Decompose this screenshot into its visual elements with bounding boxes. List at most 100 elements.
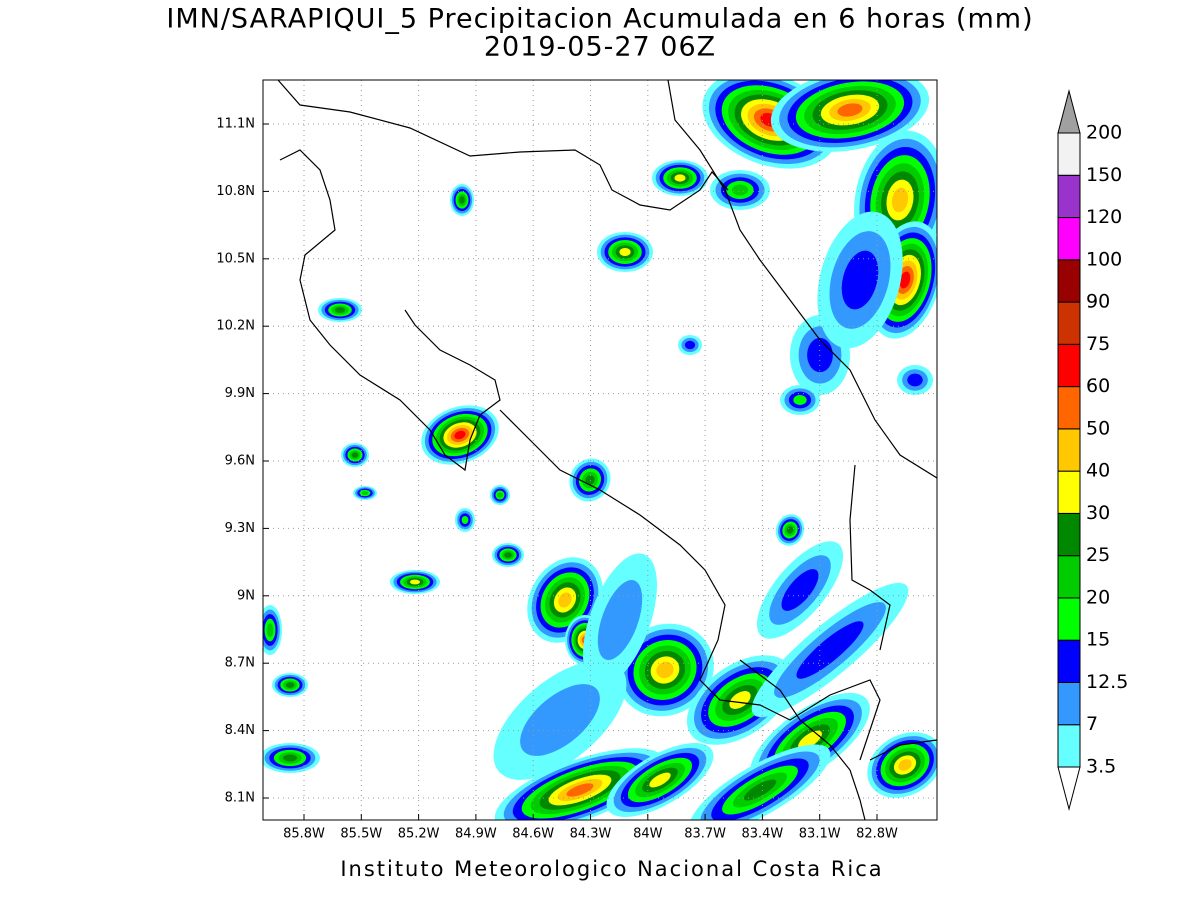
precip-contour: [649, 772, 671, 788]
precip-contour: [796, 621, 864, 679]
colorbar-box: [1057, 555, 1081, 599]
precip-contour: [351, 452, 359, 458]
colorbar-box: [1057, 428, 1081, 472]
footer: Instituto Meteorologico Nacional Costa R…: [340, 857, 883, 881]
caribbean-coast: [667, 80, 937, 479]
lat-tick-label: 9.6N: [225, 454, 255, 469]
lat-tick-label: 9.9N: [225, 386, 255, 401]
lon-tick-label: 83.7W: [684, 827, 726, 842]
colorbar-label: 15: [1086, 629, 1110, 651]
colorbar-box: [1057, 259, 1081, 303]
lat-tick-label: 11.1N: [216, 117, 255, 132]
precip-contour: [285, 682, 295, 688]
colorbar-box: [1057, 597, 1081, 641]
precip-contour: [459, 196, 465, 204]
pacific-coast-south: [499, 409, 881, 761]
precip-contour: [656, 661, 674, 679]
precip-contour: [907, 373, 923, 387]
lon-tick-label: 83.4W: [741, 827, 783, 842]
colorbar-label: 150: [1086, 164, 1122, 186]
lat-tick-label: 9.3N: [225, 521, 255, 536]
colorbar-box: [1057, 301, 1081, 345]
lat-tick-label: 10.8N: [216, 184, 255, 199]
precip-contour: [361, 491, 369, 495]
colorbar-box: [1057, 681, 1081, 726]
precip-field: [263, 80, 937, 820]
lon-tick-label: 85.2W: [398, 827, 440, 842]
colorbar-box: [1057, 343, 1081, 388]
precip-contour: [334, 307, 346, 313]
colorbar-box: [1057, 724, 1081, 768]
colorbar-label: 7: [1086, 713, 1098, 735]
lat-tick-label: 10.5N: [216, 251, 255, 266]
precip-contour: [899, 271, 911, 289]
colorbar-label: 75: [1086, 333, 1110, 355]
precip-contour: [674, 174, 686, 182]
precip-contour: [731, 184, 749, 196]
precip-contour: [283, 754, 297, 762]
colorbar-label: 25: [1086, 544, 1110, 566]
colorbar-label: 120: [1086, 206, 1122, 228]
colorbar: 3.5 7 12.5 15 20 25 30 40 50 60 75 90 100 120 150 200: [1057, 89, 1128, 811]
subtitle: 2019-05-27 06Z: [484, 32, 716, 63]
precip-contour: [619, 248, 631, 256]
colorbar-label: 20: [1086, 586, 1110, 608]
precip-contour: [454, 430, 466, 440]
lon-tick-label: 84W: [633, 827, 663, 842]
lat-tick-label: 8.1N: [225, 791, 255, 806]
colorbar-box: [1057, 386, 1081, 430]
precip-contour: [520, 684, 600, 756]
precip-contour: [684, 340, 696, 350]
lon-tick-label: 84.3W: [570, 827, 612, 842]
precip-contour: [841, 250, 879, 310]
lon-tick-label: 85.8W: [283, 827, 325, 842]
precip-contour: [743, 779, 777, 801]
colorbar-box: [1057, 174, 1081, 219]
map-frame: [262, 79, 938, 821]
colorbar-label: 40: [1086, 460, 1110, 482]
colorbar-label: 90: [1086, 291, 1110, 313]
precip-contour: [497, 492, 503, 498]
colorbar-high-arrow: [1057, 89, 1081, 134]
colorbar-box: [1057, 470, 1081, 514]
colorbar-label: 100: [1086, 248, 1122, 270]
border-north: [277, 80, 729, 211]
colorbar-box: [1057, 217, 1081, 261]
precip-contour: [898, 759, 912, 771]
precip-contour: [597, 580, 643, 660]
precip-contour: [837, 103, 863, 117]
lon-tick-label: 85.5W: [340, 827, 382, 842]
precip-contour: [781, 569, 819, 611]
precip-contour: [410, 579, 420, 585]
lat-tick-label: 8.4N: [225, 723, 255, 738]
lat-tick-label: 9N: [237, 588, 255, 603]
pacific-coast-north: [279, 149, 501, 472]
grid: 11.1N 10.8N 10.5N 10.2N 9.9N 9.6N 9.3N 9N 8.7N 8.…: [216, 80, 937, 842]
colorbar-label: 50: [1086, 417, 1110, 439]
precip-contour: [266, 623, 274, 637]
precip-contour: [566, 783, 594, 797]
colorbar-box: [1057, 639, 1081, 683]
panama-border: [739, 464, 891, 820]
colorbar-box: [1057, 132, 1081, 176]
title: IMN/SARAPIQUI_5 Precipitacion Acumulada …: [166, 4, 1033, 35]
lat-tick-label: 10.2N: [216, 319, 255, 334]
precip-contour: [461, 516, 469, 524]
lon-tick-label: 82.8W: [856, 827, 898, 842]
gulf-coast: [869, 739, 937, 761]
colorbar-label: 30: [1086, 502, 1110, 524]
precip-contour: [504, 552, 512, 558]
precip-contour: [729, 691, 751, 709]
coastlines: [277, 80, 937, 820]
colorbar-label: 60: [1086, 375, 1110, 397]
lat-tick-label: 8.7N: [225, 656, 255, 671]
precip-contour: [793, 395, 807, 405]
colorbar-label: 12.5: [1086, 671, 1128, 693]
colorbar-label: 200: [1086, 122, 1122, 144]
precip-contour: [891, 187, 909, 213]
lon-tick-label: 84.9W: [455, 827, 497, 842]
lon-tick-label: 84.6W: [512, 827, 554, 842]
colorbar-box: [1057, 512, 1081, 557]
lon-tick-label: 83.1W: [799, 827, 841, 842]
